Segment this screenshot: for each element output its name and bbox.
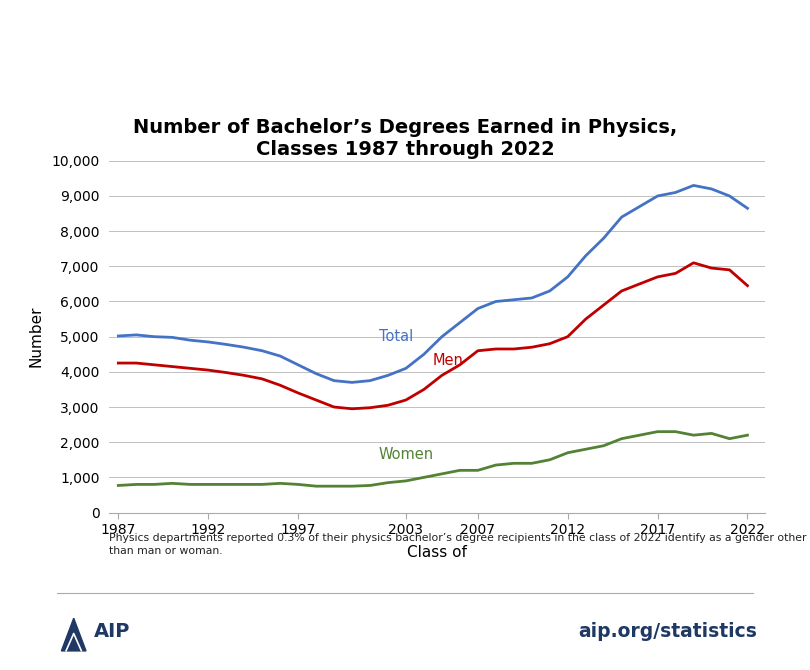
Y-axis label: Number: Number bbox=[28, 306, 43, 367]
Text: Women: Women bbox=[379, 446, 434, 462]
Text: Classes 1987 through 2022: Classes 1987 through 2022 bbox=[256, 140, 554, 159]
Text: Men: Men bbox=[433, 353, 464, 369]
Polygon shape bbox=[62, 618, 86, 651]
Text: aip.org/statistics: aip.org/statistics bbox=[578, 622, 757, 641]
X-axis label: Class of: Class of bbox=[407, 545, 467, 560]
Text: Number of Bachelor’s Degrees Earned in Physics,: Number of Bachelor’s Degrees Earned in P… bbox=[133, 119, 677, 137]
Text: Total: Total bbox=[379, 329, 413, 344]
Text: AIP: AIP bbox=[94, 622, 130, 641]
Text: Physics departments reported 0.3% of their physics bachelor’s degree recipients : Physics departments reported 0.3% of the… bbox=[109, 533, 807, 556]
